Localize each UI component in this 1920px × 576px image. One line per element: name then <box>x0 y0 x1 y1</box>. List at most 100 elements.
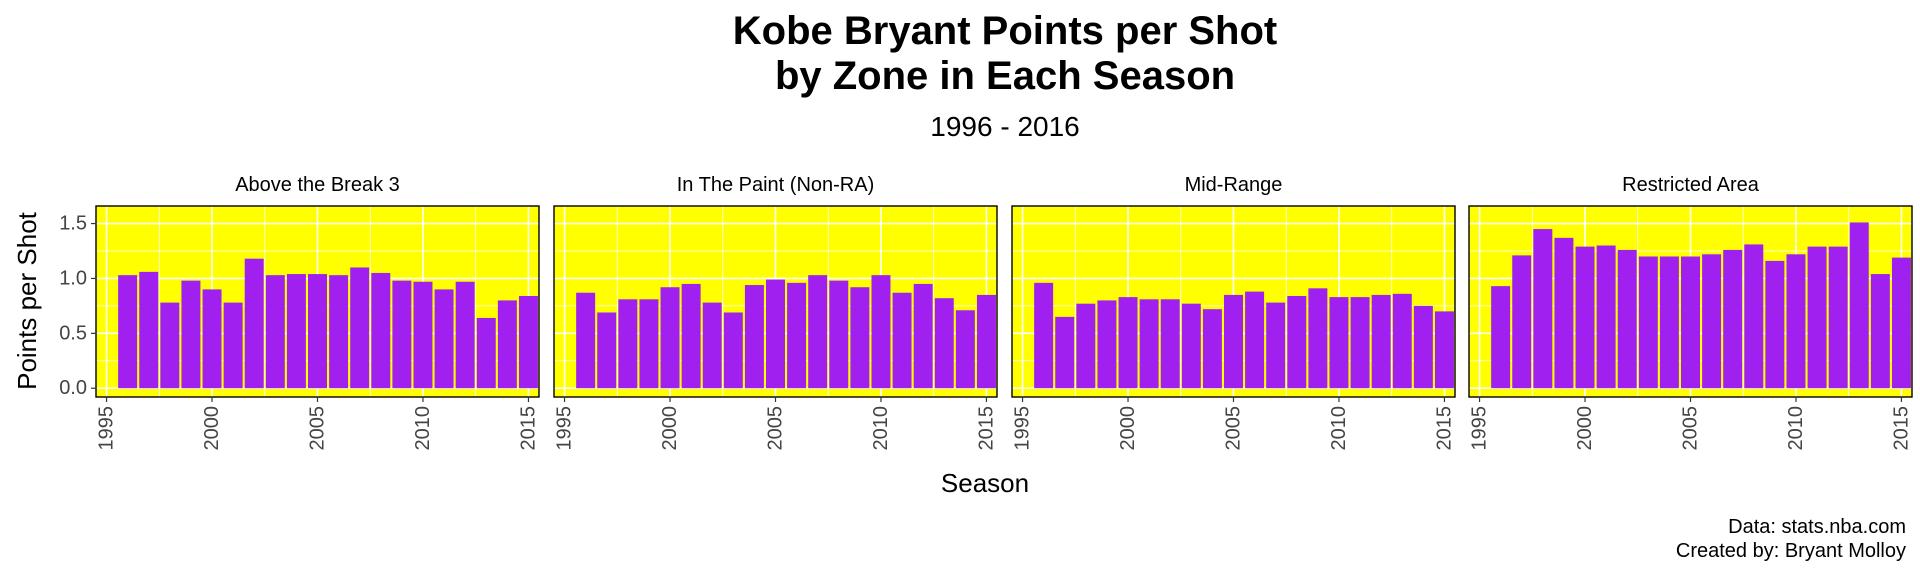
bar <box>202 289 222 389</box>
bar <box>497 300 517 389</box>
x-tick-label: 2000 <box>1574 406 1596 451</box>
x-tick-label: 2015 <box>517 406 539 451</box>
bar <box>787 282 807 389</box>
x-tick-label: 2010 <box>1785 406 1807 451</box>
bar <box>1350 297 1370 389</box>
bar <box>1870 274 1890 389</box>
x-tick-label: 1995 <box>554 406 576 451</box>
bar <box>1181 303 1201 389</box>
x-tick-label: 2005 <box>1223 406 1245 451</box>
bar <box>1224 294 1243 389</box>
y-tick-label: 0.0 <box>59 377 87 399</box>
chart-caption: Data: stats.nba.com Created by: Bryant M… <box>1676 516 1906 562</box>
bar <box>371 272 391 389</box>
bar <box>766 279 785 389</box>
bar <box>1765 260 1785 389</box>
bar <box>434 289 454 389</box>
facet-strip-label: Mid-Range <box>1185 174 1283 196</box>
bar <box>308 274 327 389</box>
bar <box>392 280 412 389</box>
bar <box>1891 257 1911 389</box>
x-tick-label: 2010 <box>1328 406 1350 451</box>
bar <box>1371 294 1391 389</box>
y-tick-label: 0.5 <box>59 322 87 344</box>
bar <box>744 285 764 389</box>
bar <box>1392 293 1412 389</box>
bar <box>702 302 722 389</box>
y-tick-label: 1.5 <box>59 213 87 235</box>
bar <box>181 280 201 389</box>
bar <box>1638 256 1658 389</box>
bar <box>1723 249 1743 389</box>
facet-panel-0: Above the Break 3 1995 2000 2005 2010 2015 <box>95 174 540 451</box>
facet-strip-label: Restricted Area <box>1622 174 1760 196</box>
bar <box>1828 246 1848 389</box>
bar <box>1744 244 1764 389</box>
x-tick-label: 1995 <box>1469 406 1491 451</box>
facet-panel-1: In The Paint (Non-RA) 1995 2000 2005 2010 201… <box>553 174 998 451</box>
chart-titles: Kobe Bryant Points per Shot by Zone in E… <box>733 9 1278 142</box>
bar <box>118 275 138 389</box>
x-tick-label: 1995 <box>1012 406 1034 451</box>
bar <box>955 310 975 389</box>
bar <box>1329 297 1349 389</box>
x-axis-label: Season <box>941 468 1029 498</box>
x-tick-label: 2010 <box>870 406 892 451</box>
bar <box>576 292 596 389</box>
facet-strip-label: In The Paint (Non-RA) <box>677 174 875 196</box>
x-tick-label: 2015 <box>1433 406 1455 451</box>
x-tick-label: 2010 <box>412 406 434 451</box>
bar <box>1055 316 1075 389</box>
bar <box>476 317 496 389</box>
bar <box>1849 222 1869 389</box>
bar <box>913 283 933 389</box>
bar <box>160 302 180 389</box>
chart-title-line-1: Kobe Bryant Points per Shot <box>733 9 1278 53</box>
bar <box>1434 311 1454 389</box>
bar <box>1287 296 1307 389</box>
x-tick-label: 1995 <box>96 406 118 451</box>
x-tick-label: 2000 <box>1117 406 1139 451</box>
bar <box>1596 245 1616 389</box>
bar <box>265 275 285 389</box>
bar <box>660 287 680 389</box>
x-tick-label: 2005 <box>307 406 329 451</box>
bar <box>1617 249 1637 389</box>
bar <box>1245 291 1265 389</box>
x-tick-label: 2005 <box>1680 406 1702 451</box>
bar <box>1659 256 1679 389</box>
chart-title-line-2: by Zone in Each Season <box>775 54 1235 98</box>
facet-strip-label: Above the Break 3 <box>235 174 400 196</box>
y-axis: 0.0 0.5 1.0 1.5 <box>59 213 96 399</box>
bar <box>1533 229 1553 389</box>
x-tick-label: 2015 <box>975 406 997 451</box>
chart-subtitle: 1996 - 2016 <box>930 111 1079 142</box>
y-axis-label: Points per Shot <box>12 211 42 390</box>
bar <box>639 299 659 389</box>
x-tick-label: 2000 <box>201 406 223 451</box>
facet-panel-3: Restricted Area 1995 2000 2005 2010 2015 <box>1468 174 1913 451</box>
bar <box>1554 237 1574 389</box>
bar <box>1786 254 1806 389</box>
bar <box>1491 286 1511 389</box>
bar <box>808 275 828 389</box>
caption-line-2: Created by: Bryant Molloy <box>1676 540 1906 562</box>
bar <box>850 287 870 389</box>
bar <box>286 274 306 389</box>
y-tick-label: 1.0 <box>59 267 87 289</box>
facet-panels: Above the Break 3 1995 2000 2005 2010 2015 In … <box>95 174 1913 451</box>
bar <box>723 312 743 389</box>
bar <box>139 271 159 389</box>
bar <box>681 283 701 389</box>
x-tick-label: 2005 <box>765 406 787 451</box>
bar <box>413 281 433 389</box>
bar <box>1160 299 1180 389</box>
bar <box>455 281 475 389</box>
bar <box>1202 309 1222 389</box>
bar <box>1512 255 1532 389</box>
bar <box>350 267 370 389</box>
bar <box>518 296 538 389</box>
bar <box>1681 256 1700 389</box>
